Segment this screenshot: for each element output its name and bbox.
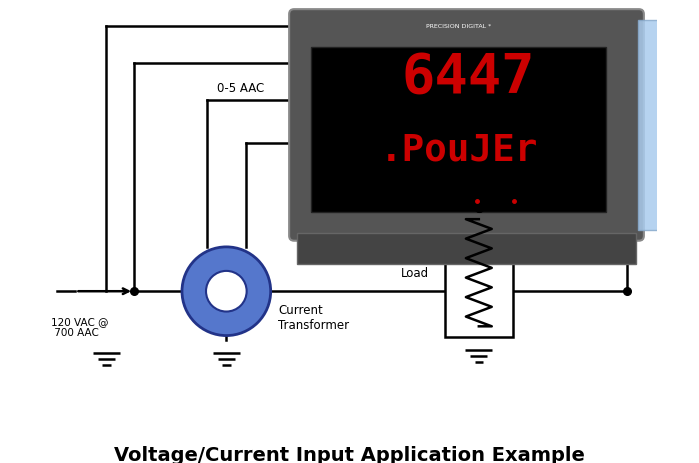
Text: .PouJEr: .PouJEr xyxy=(380,132,538,168)
Bar xyxy=(297,233,636,264)
Text: PRECISION DIGITAL *: PRECISION DIGITAL * xyxy=(426,24,491,29)
Text: Current
Transformer: Current Transformer xyxy=(278,303,350,332)
Text: 0-5 AAC: 0-5 AAC xyxy=(217,82,264,95)
Bar xyxy=(445,209,512,338)
FancyBboxPatch shape xyxy=(289,10,644,241)
Text: Load: Load xyxy=(401,267,428,280)
Text: Voltage/Current Input Application Example: Voltage/Current Input Application Exampl… xyxy=(114,445,585,463)
Bar xyxy=(311,48,606,213)
Bar xyxy=(637,21,661,230)
Text: 120 VAC @
 700 AAC: 120 VAC @ 700 AAC xyxy=(51,316,108,338)
Circle shape xyxy=(182,247,271,336)
Text: 6447: 6447 xyxy=(401,50,535,103)
Circle shape xyxy=(206,271,247,312)
